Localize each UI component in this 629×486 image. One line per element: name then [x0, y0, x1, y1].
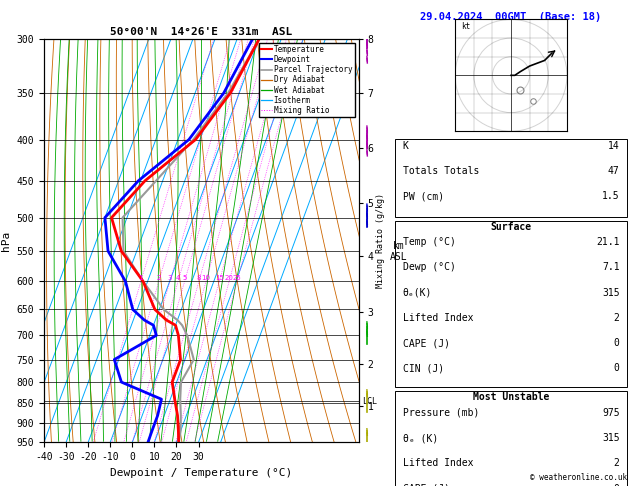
- Bar: [396, 391, 626, 486]
- Text: kt: kt: [461, 22, 470, 31]
- Legend: Temperature, Dewpoint, Parcel Trajectory, Dry Adiabat, Wet Adiabat, Isotherm, Mi: Temperature, Dewpoint, Parcel Trajectory…: [259, 43, 355, 117]
- Text: CAPE (J): CAPE (J): [403, 338, 450, 348]
- Text: 2: 2: [614, 313, 620, 323]
- Text: 1.5: 1.5: [602, 191, 620, 202]
- Text: 0: 0: [614, 338, 620, 348]
- Bar: [396, 139, 626, 217]
- Text: 0: 0: [614, 484, 620, 486]
- Text: 1: 1: [138, 276, 143, 281]
- Text: 2: 2: [157, 276, 161, 281]
- Text: 14: 14: [608, 141, 620, 151]
- Bar: [396, 221, 626, 387]
- Y-axis label: hPa: hPa: [1, 230, 11, 251]
- Text: LCL: LCL: [362, 397, 377, 406]
- Text: Mixing Ratio (g/kg): Mixing Ratio (g/kg): [376, 193, 385, 288]
- Text: θₑ(K): θₑ(K): [403, 288, 432, 297]
- Text: K: K: [403, 141, 408, 151]
- Text: © weatheronline.co.uk: © weatheronline.co.uk: [530, 473, 626, 482]
- Text: 315: 315: [602, 433, 620, 443]
- Text: 20: 20: [225, 276, 233, 281]
- Text: PW (cm): PW (cm): [403, 191, 443, 202]
- Text: 8: 8: [197, 276, 201, 281]
- Text: 315: 315: [602, 288, 620, 297]
- Text: 21.1: 21.1: [596, 237, 620, 247]
- Title: 50°00'N  14°26'E  331m  ASL: 50°00'N 14°26'E 331m ASL: [110, 27, 292, 37]
- Text: 975: 975: [602, 408, 620, 418]
- Text: 25: 25: [233, 276, 242, 281]
- Text: 0: 0: [614, 364, 620, 373]
- Y-axis label: km
ASL: km ASL: [389, 241, 407, 262]
- X-axis label: Dewpoint / Temperature (°C): Dewpoint / Temperature (°C): [110, 468, 292, 478]
- Text: 2: 2: [614, 458, 620, 469]
- Text: 4: 4: [176, 276, 181, 281]
- Text: Dewp (°C): Dewp (°C): [403, 262, 455, 272]
- Text: 3: 3: [168, 276, 172, 281]
- Text: Surface: Surface: [491, 222, 532, 232]
- Text: Lifted Index: Lifted Index: [403, 458, 473, 469]
- Text: Most Unstable: Most Unstable: [473, 392, 549, 402]
- Text: Pressure (mb): Pressure (mb): [403, 408, 479, 418]
- Text: Lifted Index: Lifted Index: [403, 313, 473, 323]
- Text: 47: 47: [608, 166, 620, 176]
- Text: 15: 15: [215, 276, 224, 281]
- Text: 10: 10: [201, 276, 211, 281]
- Text: 29.04.2024  00GMT  (Base: 18): 29.04.2024 00GMT (Base: 18): [420, 12, 602, 22]
- Text: Totals Totals: Totals Totals: [403, 166, 479, 176]
- Text: 5: 5: [182, 276, 187, 281]
- Text: CAPE (J): CAPE (J): [403, 484, 450, 486]
- Text: θₑ (K): θₑ (K): [403, 433, 438, 443]
- Text: 7.1: 7.1: [602, 262, 620, 272]
- Text: CIN (J): CIN (J): [403, 364, 443, 373]
- Text: Temp (°C): Temp (°C): [403, 237, 455, 247]
